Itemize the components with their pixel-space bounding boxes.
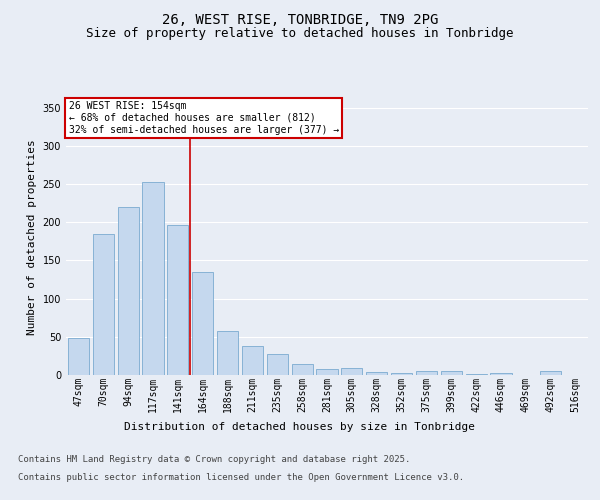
Text: Distribution of detached houses by size in Tonbridge: Distribution of detached houses by size … — [125, 422, 476, 432]
Bar — [242, 346, 263, 375]
Bar — [366, 372, 387, 375]
Bar — [68, 338, 89, 375]
Bar — [341, 368, 362, 375]
Bar — [540, 371, 561, 375]
Bar — [466, 374, 487, 375]
Bar — [292, 364, 313, 375]
Text: Size of property relative to detached houses in Tonbridge: Size of property relative to detached ho… — [86, 28, 514, 40]
Bar — [441, 371, 462, 375]
Text: 26 WEST RISE: 154sqm
← 68% of detached houses are smaller (812)
32% of semi-deta: 26 WEST RISE: 154sqm ← 68% of detached h… — [68, 102, 339, 134]
Bar — [217, 330, 238, 375]
Bar — [416, 371, 437, 375]
Bar — [118, 207, 139, 375]
Text: Contains public sector information licensed under the Open Government Licence v3: Contains public sector information licen… — [18, 472, 464, 482]
Bar — [316, 369, 338, 375]
Bar — [93, 234, 114, 375]
Bar — [267, 354, 288, 375]
Bar — [490, 372, 512, 375]
Text: 26, WEST RISE, TONBRIDGE, TN9 2PG: 26, WEST RISE, TONBRIDGE, TN9 2PG — [162, 12, 438, 26]
Bar — [192, 272, 213, 375]
Bar — [167, 226, 188, 375]
Bar — [142, 182, 164, 375]
Y-axis label: Number of detached properties: Number of detached properties — [27, 140, 37, 336]
Bar — [391, 372, 412, 375]
Text: Contains HM Land Registry data © Crown copyright and database right 2025.: Contains HM Land Registry data © Crown c… — [18, 455, 410, 464]
